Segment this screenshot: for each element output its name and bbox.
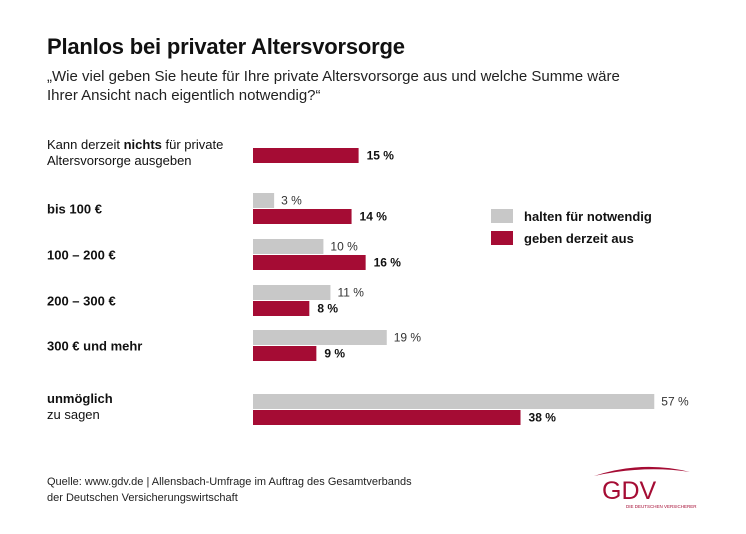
bar-ausgeben xyxy=(253,301,310,316)
value-label-notwendig: 3 % xyxy=(281,194,302,208)
category-label: unmöglich zu sagen xyxy=(47,391,113,422)
legend: halten für notwendig geben derzeit aus xyxy=(491,209,652,246)
bar-notwendig xyxy=(253,239,324,254)
category-label: Kann derzeit nichts für private Altersvor… xyxy=(47,137,223,168)
bar-ausgeben xyxy=(253,209,352,224)
bar-ausgeben xyxy=(253,410,521,425)
legend-swatch-ausgeben xyxy=(491,231,513,245)
source-line-2: der Deutschen Versicherungswirtschaft xyxy=(47,492,238,504)
bar-ausgeben xyxy=(253,346,317,361)
logo-tagline: DIE DEUTSCHEN VERSICHERER xyxy=(626,504,697,509)
value-labels: 15 % 3 % 14 % 10 % 16 % 11 % 8 % 19 % 9 % 57 % 38 … xyxy=(281,149,689,425)
category-label: 100 – 200 € xyxy=(47,248,116,263)
value-label-ausgeben: 14 % xyxy=(360,210,388,224)
value-label-ausgeben: 9 % xyxy=(324,347,345,361)
category-label: 300 € und mehr xyxy=(47,339,142,354)
bar-notwendig xyxy=(253,394,655,409)
bar-ausgeben xyxy=(253,148,359,163)
source-line-1: Quelle: www.gdv.de | Allensbach-Umfrage … xyxy=(47,476,412,488)
value-label-ausgeben: 38 % xyxy=(529,411,557,425)
value-label-notwendig: 11 % xyxy=(337,286,364,300)
category-labels: Kann derzeit nichts für private Altersvor… xyxy=(47,137,223,422)
legend-label-notwendig: halten für notwendig xyxy=(524,209,652,224)
bar-notwendig xyxy=(253,330,387,345)
bar-notwendig xyxy=(253,285,331,300)
legend-swatch-notwendig xyxy=(491,209,513,223)
value-label-ausgeben: 16 % xyxy=(374,256,402,270)
value-label-notwendig: 19 % xyxy=(394,331,422,345)
source-note: Quelle: www.gdv.de | Allensbach-Umfrage … xyxy=(47,474,412,506)
chart-subtitle: „Wie viel geben Sie heute für Ihre priva… xyxy=(47,68,620,104)
category-label: bis 100 € xyxy=(47,202,102,217)
bar-notwendig xyxy=(253,193,275,208)
bar-ausgeben xyxy=(253,255,366,270)
value-label-notwendig: 57 % xyxy=(661,395,689,409)
bars xyxy=(253,148,655,425)
legend-label-ausgeben: geben derzeit aus xyxy=(524,231,634,246)
chart-title: Planlos bei privater Altersvorsorge xyxy=(47,34,405,59)
value-label-ausgeben: 15 % xyxy=(367,149,395,163)
category-label: 200 – 300 € xyxy=(47,294,116,309)
value-label-ausgeben: 8 % xyxy=(317,302,338,316)
value-label-notwendig: 10 % xyxy=(330,240,358,254)
logo-text: GDV xyxy=(602,477,657,505)
logo-swoosh xyxy=(594,466,690,476)
gdv-logo: GDV DIE DEUTSCHEN VERSICHERER xyxy=(594,466,697,509)
